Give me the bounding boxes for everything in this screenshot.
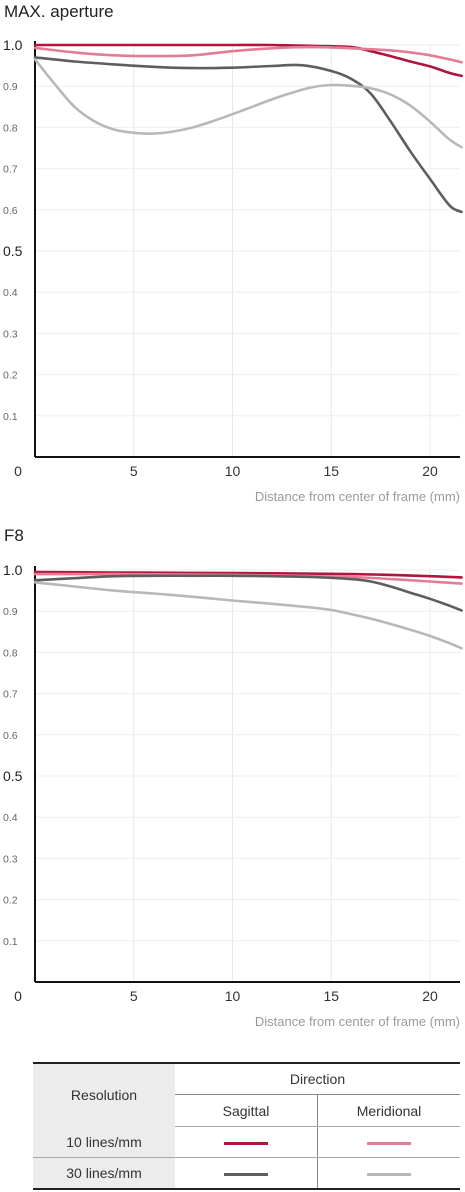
series-line-30-lines-mm-meridional [33, 581, 463, 650]
series-line-30-lines-mm-sagittal [33, 574, 463, 612]
y-tick-label: 0.2 [3, 895, 18, 907]
legend-swatch-10-meridional [367, 1141, 411, 1145]
legend-cell [175, 1126, 318, 1158]
x-tick-label: 0 [14, 463, 22, 479]
x-tick-label: 0 [14, 988, 22, 1004]
legend-cell [317, 1157, 460, 1190]
mtf-chart-max-aperture: 0.1 0.2 0.3 0.4 0.5 0.6 0.7 0.8 0.9 1.0 0 5 10 15 20 Di… [3, 37, 463, 504]
y-tick-label: 0.7 [3, 689, 18, 701]
legend-table: Resolution Direction Sagittal Meridional… [33, 1062, 460, 1190]
series-line-10-lines-mm-meridional [33, 45, 463, 64]
y-tick-label: 0.8 [3, 122, 18, 134]
legend-row-label: 30 lines/mm [33, 1157, 175, 1190]
legend-cell [317, 1126, 460, 1158]
y-tick-label: 0.2 [3, 370, 18, 382]
sagittal-header: Sagittal [175, 1094, 318, 1127]
x-tick-label: 10 [225, 988, 241, 1004]
y-tick-label: 0.6 [3, 205, 18, 217]
series-line-10-lines-mm-sagittal [33, 570, 463, 579]
y-tick-label: 0.9 [3, 606, 18, 618]
legend-swatch-30-meridional [367, 1172, 411, 1176]
legend-swatch-10-sagittal [224, 1141, 268, 1145]
x-axis-label: Distance from center of frame (mm) [255, 1014, 460, 1029]
meridional-header: Meridional [317, 1094, 460, 1127]
x-tick-label: 5 [130, 463, 138, 479]
y-tick-label: 0.9 [3, 81, 18, 93]
chart-title: MAX. aperture [4, 2, 114, 21]
y-tick-label: 0.7 [3, 164, 18, 176]
x-tick-label: 10 [225, 463, 241, 479]
legend-cell [175, 1157, 318, 1190]
chart-title: F8 [4, 526, 24, 545]
y-tick-label: 0.6 [3, 730, 18, 742]
x-tick-label: 20 [422, 463, 438, 479]
y-tick-label: 0.8 [3, 647, 18, 659]
series-line-30-lines-mm-meridional [33, 58, 463, 149]
resolution-header: Resolution [33, 1062, 175, 1127]
y-tick-label: 1.0 [3, 562, 23, 578]
direction-header: Direction [175, 1062, 460, 1095]
x-tick-label: 20 [422, 988, 438, 1004]
x-tick-label: 5 [130, 988, 138, 1004]
y-tick-label: 0.5 [3, 243, 23, 259]
y-tick-label: 0.3 [3, 328, 18, 340]
y-tick-label: 0.1 [3, 936, 18, 948]
y-tick-label: 1.0 [3, 37, 23, 53]
x-axis-label: Distance from center of frame (mm) [255, 489, 460, 504]
legend-swatch-30-sagittal [224, 1172, 268, 1176]
series-line-30-lines-mm-sagittal [33, 56, 463, 214]
y-tick-label: 0.3 [3, 853, 18, 865]
y-tick-label: 0.5 [3, 768, 23, 784]
x-tick-label: 15 [323, 988, 339, 1004]
mtf-chart-f8: 0.1 0.2 0.3 0.4 0.5 0.6 0.7 0.8 0.9 1.0 0 5 10 15 20 Di… [3, 562, 463, 1029]
legend-row-label: 10 lines/mm [33, 1126, 175, 1158]
y-tick-label: 0.4 [3, 287, 18, 299]
x-tick-label: 15 [323, 463, 339, 479]
y-tick-label: 0.1 [3, 411, 18, 423]
y-tick-label: 0.4 [3, 812, 18, 824]
